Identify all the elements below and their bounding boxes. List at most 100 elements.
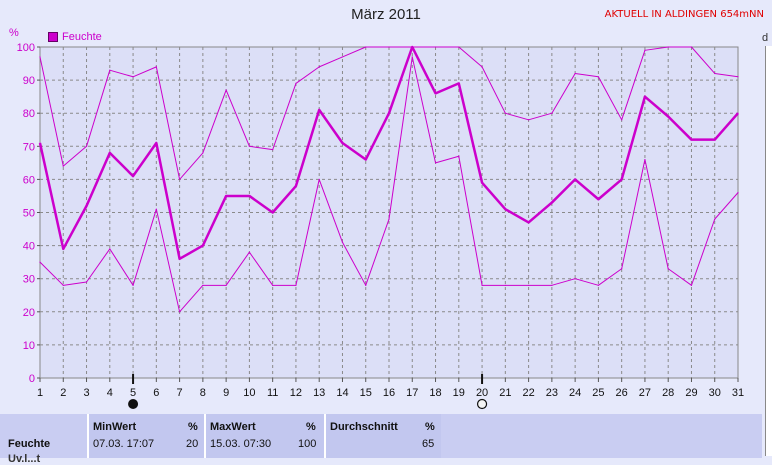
x-tick-label: 26 [616, 387, 628, 399]
x-tick-label: 16 [383, 387, 395, 399]
data-point-max [295, 82, 297, 85]
data-point-avg [690, 139, 693, 141]
row-label-2: Uv.l...t [8, 453, 41, 465]
data-point-max [85, 145, 88, 147]
data-point-min [551, 284, 553, 286]
x-tick-label: 27 [639, 387, 651, 399]
data-point-avg [85, 205, 88, 207]
data-point-min [85, 281, 88, 283]
data-point-min [458, 155, 460, 157]
data-point-max [365, 46, 367, 48]
data-point-avg [295, 185, 297, 187]
data-point-min [528, 284, 530, 286]
data-point-max [39, 56, 41, 58]
x-tick-label: 12 [290, 387, 302, 399]
data-point-min [411, 56, 413, 58]
y-tick-label: 80 [23, 108, 35, 120]
data-point-avg [318, 109, 320, 111]
data-point-min [621, 268, 623, 270]
x-tick-label: 6 [153, 387, 159, 399]
x-tick-label: 4 [107, 387, 113, 399]
y-tick-label: 50 [23, 208, 35, 220]
data-point-avg [272, 211, 274, 214]
data-point-min [272, 284, 274, 286]
data-point-min [597, 284, 600, 286]
y-tick-label: 40 [23, 241, 35, 253]
data-point-min [574, 278, 576, 280]
moon-markers [128, 374, 488, 410]
data-point-min [737, 192, 739, 194]
data-point-max [434, 46, 437, 48]
data-point-max [225, 89, 227, 91]
data-point-min [644, 158, 646, 161]
max-date: 15.03. 07:30 [210, 438, 272, 450]
avg-unit: % [425, 421, 435, 433]
x-tick-label: 14 [336, 387, 348, 399]
x-tick-label: 1 [37, 387, 43, 399]
data-point-avg [458, 82, 460, 85]
max-value: 100 [298, 438, 317, 450]
x-tick-label: 13 [313, 387, 325, 399]
data-point-min [318, 178, 320, 180]
data-point-max [155, 66, 157, 68]
data-point-min [39, 261, 41, 263]
x-tick-label: 31 [732, 387, 744, 399]
data-point-avg [714, 139, 716, 141]
avg-cell [324, 414, 441, 458]
x-tick-label: 21 [499, 387, 511, 399]
data-point-min [690, 284, 693, 286]
x-tick-label: 28 [662, 387, 674, 399]
data-point-min [248, 251, 250, 253]
min-value: 20 [186, 438, 199, 450]
data-point-min [179, 311, 181, 313]
data-point-max [551, 112, 553, 114]
data-point-avg [597, 198, 600, 200]
y-tick-label: 30 [23, 274, 35, 286]
min-header: MinWert [93, 421, 137, 433]
data-point-avg [179, 258, 181, 260]
data-point-min [714, 218, 716, 220]
data-point-avg [388, 112, 390, 114]
data-point-avg [39, 142, 41, 144]
data-point-max [179, 178, 181, 180]
data-point-avg [365, 158, 367, 161]
station-label: AKTUELL IN ALDINGEN 654mNN [604, 9, 764, 20]
right-panel-edge [765, 46, 772, 456]
data-point-avg [225, 195, 227, 197]
x-tick-label: 30 [709, 387, 721, 399]
right-panel-stub: d [762, 32, 769, 44]
data-point-max [574, 72, 576, 75]
y-tick-label: 10 [23, 340, 35, 352]
data-point-min [62, 284, 64, 286]
x-tick-label: 11 [267, 387, 278, 399]
data-point-max [202, 152, 204, 154]
x-tick-label: 2 [60, 387, 66, 399]
data-point-max [458, 46, 460, 48]
data-point-max [248, 145, 250, 147]
x-tick-label: 9 [223, 387, 229, 399]
min-unit: % [188, 421, 198, 433]
x-tick-label: 23 [546, 387, 558, 399]
data-point-min [109, 248, 111, 250]
data-point-avg [481, 182, 483, 184]
y-tick-label: 70 [23, 141, 35, 153]
data-point-max [109, 69, 111, 71]
data-point-max [737, 76, 739, 78]
data-point-avg [621, 178, 623, 180]
y-tick-label: 60 [23, 174, 35, 186]
row-label: Feuchte [8, 438, 51, 450]
x-tick-label: 29 [685, 387, 697, 399]
data-point-avg [434, 92, 437, 94]
data-point-min [132, 284, 134, 286]
data-point-max [597, 76, 600, 78]
max-unit: % [306, 421, 316, 433]
data-point-max [341, 56, 344, 58]
data-point-avg [574, 178, 576, 180]
data-point-avg [504, 208, 506, 210]
x-tick-label: 24 [569, 387, 581, 399]
x-tick-label: 15 [360, 387, 372, 399]
data-point-max [388, 46, 390, 48]
data-point-max [411, 46, 413, 48]
legend-label: Feuchte [62, 31, 102, 43]
